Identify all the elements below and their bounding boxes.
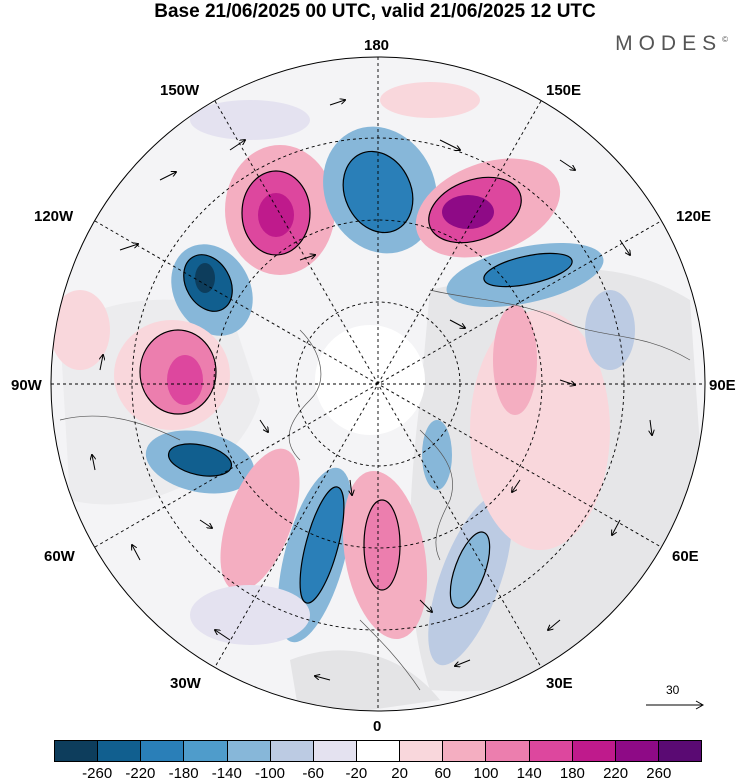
colorbar-tick-label: 20 — [391, 765, 408, 782]
colorbar-swatch — [97, 741, 141, 761]
lon-label-60e: 60E — [672, 548, 699, 565]
colorbar-tick-label: -60 — [302, 765, 325, 782]
contours — [139, 150, 573, 609]
colorbar-swatch — [183, 741, 227, 761]
colorbar-swatch — [571, 741, 615, 761]
negative-anomaly — [190, 100, 310, 140]
colorbar-swatch — [485, 741, 529, 761]
lon-label-30e: 30E — [546, 675, 573, 692]
colorbar-tick-label: -140 — [211, 765, 242, 782]
positive-anomaly — [51, 290, 110, 370]
colorbar-ticks: -260 -220 -180 -140 -100 -60 -20 20 60 100 140 180 2… — [54, 762, 702, 782]
map-border — [50, 56, 706, 712]
lon-label-90w: 90W — [11, 377, 42, 394]
lon-label-60w: 60W — [44, 548, 75, 565]
colorbar-swatch — [528, 741, 572, 761]
coastlines — [59, 289, 691, 691]
colorbar-tick-label: 140 — [516, 765, 542, 782]
negative-anomaly — [190, 585, 310, 645]
land-africa — [290, 650, 440, 711]
colorbar-swatch — [614, 741, 658, 761]
colorbar-tick-label: -20 — [345, 765, 368, 782]
colorbar-tick-label: 60 — [434, 765, 452, 782]
colorbar-swatch — [355, 741, 400, 761]
reference-vector-arrow — [646, 700, 705, 710]
lon-label-150w: 150W — [160, 82, 200, 99]
colorbar-swatch — [657, 741, 702, 761]
lon-label-180: 180 — [364, 37, 390, 54]
colorbar-tick-label: -220 — [125, 765, 156, 782]
map-title: Base 21/06/2025 00 UTC, valid 21/06/2025… — [154, 1, 596, 22]
colorbar-tick-label: -100 — [254, 765, 286, 782]
colorbar-swatch — [55, 741, 98, 761]
polar-map — [50, 56, 706, 712]
colorbar-tick-label: 180 — [559, 765, 585, 782]
polar-region — [315, 325, 425, 435]
anomaly-fields — [51, 82, 635, 666]
lon-label-90e: 90E — [709, 377, 736, 394]
colorbar-swatch — [442, 741, 486, 761]
negative-anomaly — [422, 420, 452, 490]
lon-label-0: 0 — [373, 718, 382, 735]
lon-label-120w: 120W — [34, 208, 74, 225]
lon-label-120e: 120E — [676, 208, 712, 225]
colorbar-tick-label: -260 — [82, 765, 113, 782]
graticule — [51, 57, 705, 711]
colorbar-swatch — [269, 741, 313, 761]
reference-vector-label: 30 — [666, 683, 680, 697]
colorbar-swatch — [312, 741, 356, 761]
colorbar-tick-label: -180 — [168, 765, 199, 782]
positive-anomaly — [380, 82, 480, 118]
positive-anomaly — [220, 448, 300, 592]
wind-vectors — [92, 100, 652, 681]
colorbar-swatch — [140, 741, 184, 761]
colorbar — [54, 740, 702, 762]
colorbar-swatch — [226, 741, 270, 761]
lon-label-30w: 30W — [170, 675, 201, 692]
colorbar-swatch — [399, 741, 443, 761]
brand-logo: MODES© — [615, 32, 728, 55]
colorbar-tick-label: 100 — [473, 765, 499, 782]
lon-label-150e: 150E — [546, 82, 582, 99]
colorbar-tick-label: 260 — [646, 765, 672, 782]
colorbar-tick-label: 220 — [603, 765, 629, 782]
negative-anomaly — [585, 290, 635, 370]
